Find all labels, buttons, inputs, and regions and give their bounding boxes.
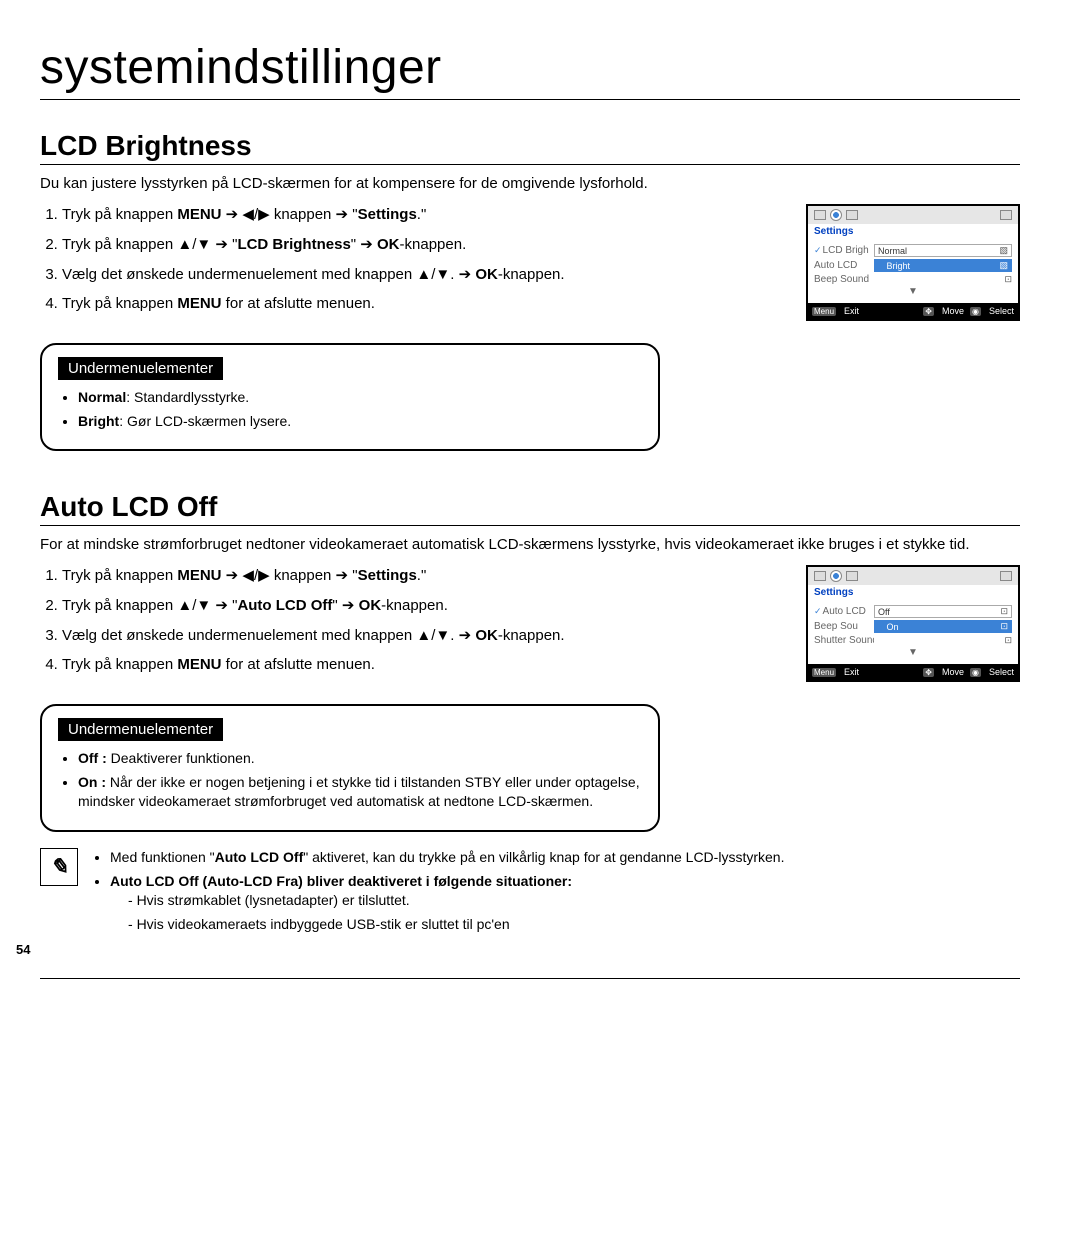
submenu-label: Undermenuelementer [58, 718, 223, 741]
submenu-item: On : Når der ikke er nogen betjening i e… [78, 773, 640, 812]
ss-row: Shutter Sound⊡ [814, 634, 1012, 647]
ss-footer: MenuExit ✥Move ◉Select [808, 664, 1018, 680]
ss-row: Beep Sound⊡ [814, 273, 1012, 286]
ss-statusbar [808, 567, 1018, 585]
ss-row: Beep Sou✓On⊡ [814, 619, 1012, 634]
step: Vælg det ønskede undermenuelement med kn… [62, 264, 786, 286]
note-icon: ✎ [40, 848, 78, 886]
steps-list: Tryk på knappen MENU ➔ ◀/▶ knappen ➔ "Se… [40, 204, 786, 315]
ss-footer: MenuExit ✥Move ◉Select [808, 303, 1018, 319]
ss-tab: Settings [808, 585, 1018, 600]
step: Tryk på knappen MENU ➔ ◀/▶ knappen ➔ "Se… [62, 565, 786, 587]
ss-statusbar [808, 206, 1018, 224]
intro-text: For at mindske strømforbruget nedtoner v… [40, 536, 1020, 553]
heading-lcd-brightness: LCD Brightness [40, 130, 1020, 165]
step: Vælg det ønskede undermenuelement med kn… [62, 625, 786, 647]
submenu-box: Undermenuelementer Normal: Standardlysst… [40, 343, 660, 451]
ss-down-arrow: ▼ [814, 286, 1012, 297]
section-lcd-brightness: LCD Brightness Du kan justere lysstyrken… [40, 130, 1020, 451]
steps-list: Tryk på knappen MENU ➔ ◀/▶ knappen ➔ "Se… [40, 565, 786, 676]
step: Tryk på knappen MENU for at afslutte men… [62, 654, 786, 676]
ss-tab: Settings [808, 224, 1018, 239]
ss-row: Auto LCDOff⊡ [814, 604, 1012, 619]
page-number: 54 [16, 942, 30, 957]
submenu-item: Off : Deaktiverer funktionen. [78, 749, 640, 769]
ss-row: LCD BrighNormal▧ [814, 243, 1012, 258]
step: Tryk på knappen MENU for at afslutte men… [62, 293, 786, 315]
submenu-item: Normal: Standardlysstyrke. [78, 388, 640, 408]
note-dash: Hvis videokameraets indbyggede USB-stik … [128, 915, 784, 935]
note-item: Med funktionen "Auto LCD Off" aktiveret,… [110, 848, 784, 868]
step: Tryk på knappen MENU ➔ ◀/▶ knappen ➔ "Se… [62, 204, 786, 226]
submenu-box: Undermenuelementer Off : Deaktiverer fun… [40, 704, 660, 832]
step: Tryk på knappen ▲/▼ ➔ "Auto LCD Off" ➔ O… [62, 595, 786, 617]
section-auto-lcd-off: Auto LCD Off For at mindske strømforbrug… [40, 491, 1020, 938]
ss-row: Auto LCD✓Bright▧ [814, 258, 1012, 273]
note-block: ✎ Med funktionen "Auto LCD Off" aktivere… [40, 848, 1020, 938]
step: Tryk på knappen ▲/▼ ➔ "LCD Brightness" ➔… [62, 234, 786, 256]
intro-text: Du kan justere lysstyrken på LCD-skærmen… [40, 175, 1020, 192]
ss-down-arrow: ▼ [814, 647, 1012, 658]
submenu-item: Bright: Gør LCD-skærmen lysere. [78, 412, 640, 432]
heading-auto-lcd-off: Auto LCD Off [40, 491, 1020, 526]
lcd-screenshot: Settings Auto LCDOff⊡ Beep Sou✓On⊡ Shutt… [806, 565, 1020, 682]
submenu-label: Undermenuelementer [58, 357, 223, 380]
lcd-screenshot: Settings LCD BrighNormal▧ Auto LCD✓Brigh… [806, 204, 1020, 321]
note-dash: Hvis strømkablet (lysnetadapter) er tils… [128, 891, 784, 911]
page-title: systemindstillinger [40, 40, 1020, 100]
note-item: Auto LCD Off (Auto-LCD Fra) bliver deakt… [110, 872, 784, 935]
